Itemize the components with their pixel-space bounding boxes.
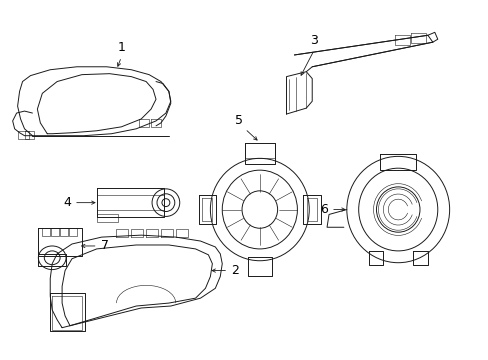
Text: 2: 2 xyxy=(231,264,239,277)
Text: 6: 6 xyxy=(320,203,327,216)
Text: 5: 5 xyxy=(235,114,243,127)
Text: 4: 4 xyxy=(63,196,71,209)
Text: 1: 1 xyxy=(117,41,125,54)
Text: 3: 3 xyxy=(309,34,318,47)
Text: 7: 7 xyxy=(101,239,108,252)
